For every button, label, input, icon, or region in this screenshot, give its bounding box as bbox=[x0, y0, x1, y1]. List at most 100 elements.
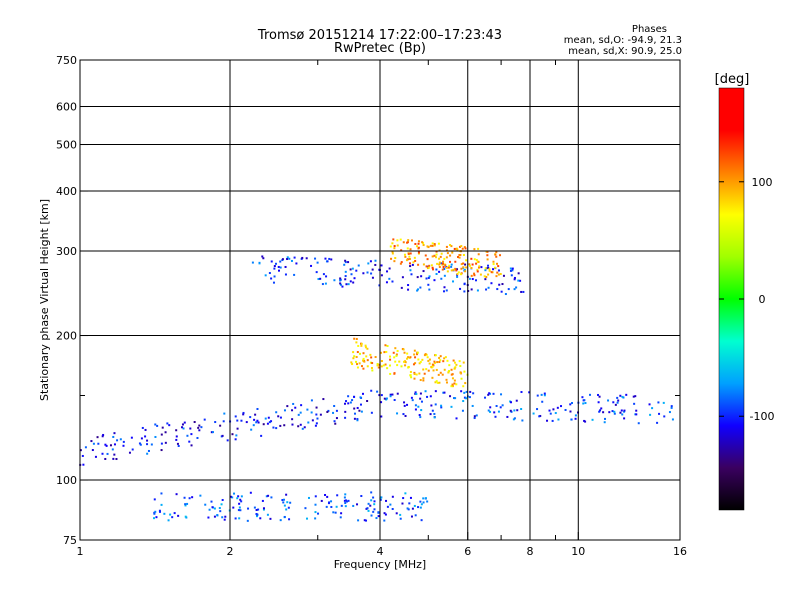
data-point bbox=[404, 492, 407, 495]
data-point bbox=[234, 415, 237, 418]
data-point bbox=[464, 247, 467, 250]
data-point bbox=[403, 253, 406, 256]
data-point bbox=[521, 419, 524, 422]
data-point bbox=[393, 372, 396, 375]
data-point bbox=[380, 274, 383, 277]
data-point bbox=[109, 444, 112, 447]
data-point bbox=[417, 506, 420, 509]
data-point bbox=[407, 356, 410, 359]
data-point bbox=[238, 502, 241, 505]
data-point bbox=[613, 410, 616, 413]
data-point bbox=[315, 406, 318, 409]
data-point bbox=[229, 495, 232, 498]
data-point bbox=[455, 269, 458, 272]
data-point bbox=[104, 457, 107, 460]
data-point bbox=[428, 264, 431, 267]
data-point bbox=[160, 449, 163, 452]
data-point bbox=[375, 517, 378, 520]
data-point bbox=[424, 390, 427, 393]
data-point bbox=[504, 293, 507, 296]
data-point bbox=[407, 366, 410, 369]
data-point bbox=[632, 395, 635, 398]
data-point bbox=[356, 418, 359, 421]
data-point bbox=[431, 409, 434, 412]
data-point bbox=[428, 288, 431, 291]
data-point bbox=[519, 279, 522, 282]
data-point bbox=[452, 280, 455, 283]
data-point bbox=[405, 259, 408, 262]
data-point bbox=[380, 365, 383, 368]
data-point bbox=[366, 271, 369, 274]
data-point bbox=[343, 263, 346, 266]
data-point bbox=[427, 276, 430, 279]
data-point bbox=[284, 273, 287, 276]
data-point bbox=[113, 432, 116, 435]
data-point bbox=[370, 491, 373, 494]
data-point bbox=[400, 261, 403, 264]
data-point bbox=[427, 359, 430, 362]
data-point bbox=[421, 241, 424, 244]
data-point bbox=[462, 266, 465, 269]
data-point bbox=[353, 277, 356, 280]
data-point bbox=[340, 512, 343, 515]
data-point bbox=[238, 506, 241, 509]
data-point bbox=[543, 394, 546, 397]
data-point bbox=[384, 513, 387, 516]
data-point bbox=[510, 410, 513, 413]
data-point bbox=[619, 394, 622, 397]
data-point bbox=[156, 424, 159, 427]
data-point bbox=[369, 260, 372, 263]
data-point bbox=[249, 416, 252, 419]
data-point bbox=[487, 286, 490, 289]
data-point bbox=[416, 245, 419, 248]
data-point bbox=[231, 433, 234, 436]
data-point bbox=[275, 411, 278, 414]
data-point bbox=[463, 268, 466, 271]
data-point bbox=[409, 248, 412, 251]
data-point bbox=[452, 268, 455, 271]
data-point bbox=[451, 377, 454, 380]
data-point bbox=[353, 407, 356, 410]
data-point bbox=[301, 427, 304, 430]
data-point bbox=[433, 254, 436, 257]
data-point bbox=[211, 506, 214, 509]
data-point bbox=[455, 247, 458, 250]
data-point bbox=[560, 405, 563, 408]
data-point bbox=[380, 415, 383, 418]
data-point bbox=[290, 259, 293, 262]
data-point bbox=[449, 244, 452, 247]
data-point bbox=[404, 414, 407, 417]
data-point bbox=[424, 254, 427, 257]
data-point bbox=[339, 283, 342, 286]
data-point bbox=[270, 260, 273, 263]
data-point bbox=[480, 266, 483, 269]
data-point bbox=[470, 288, 473, 291]
data-point bbox=[164, 441, 167, 444]
data-point bbox=[270, 420, 273, 423]
data-point bbox=[242, 413, 245, 416]
data-point bbox=[358, 409, 361, 412]
data-point bbox=[444, 356, 447, 359]
data-point bbox=[364, 344, 367, 347]
data-point bbox=[277, 415, 280, 418]
data-point bbox=[457, 256, 460, 259]
data-point bbox=[442, 265, 445, 268]
data-point bbox=[496, 288, 499, 291]
data-point bbox=[221, 498, 224, 501]
data-point bbox=[371, 276, 374, 279]
data-point bbox=[119, 438, 122, 441]
data-point bbox=[154, 435, 157, 438]
data-point bbox=[493, 411, 496, 414]
data-point bbox=[274, 262, 277, 265]
data-point bbox=[513, 417, 516, 420]
data-point bbox=[374, 263, 377, 266]
data-point bbox=[115, 458, 118, 461]
data-point bbox=[371, 362, 374, 365]
data-point bbox=[453, 367, 456, 370]
data-point bbox=[328, 257, 331, 260]
data-point bbox=[400, 365, 403, 368]
stats-o-mode: mean, sd,O: -94.9, 21.3 bbox=[563, 35, 682, 46]
data-point bbox=[256, 513, 259, 516]
data-point bbox=[494, 415, 497, 418]
data-point bbox=[403, 360, 406, 363]
